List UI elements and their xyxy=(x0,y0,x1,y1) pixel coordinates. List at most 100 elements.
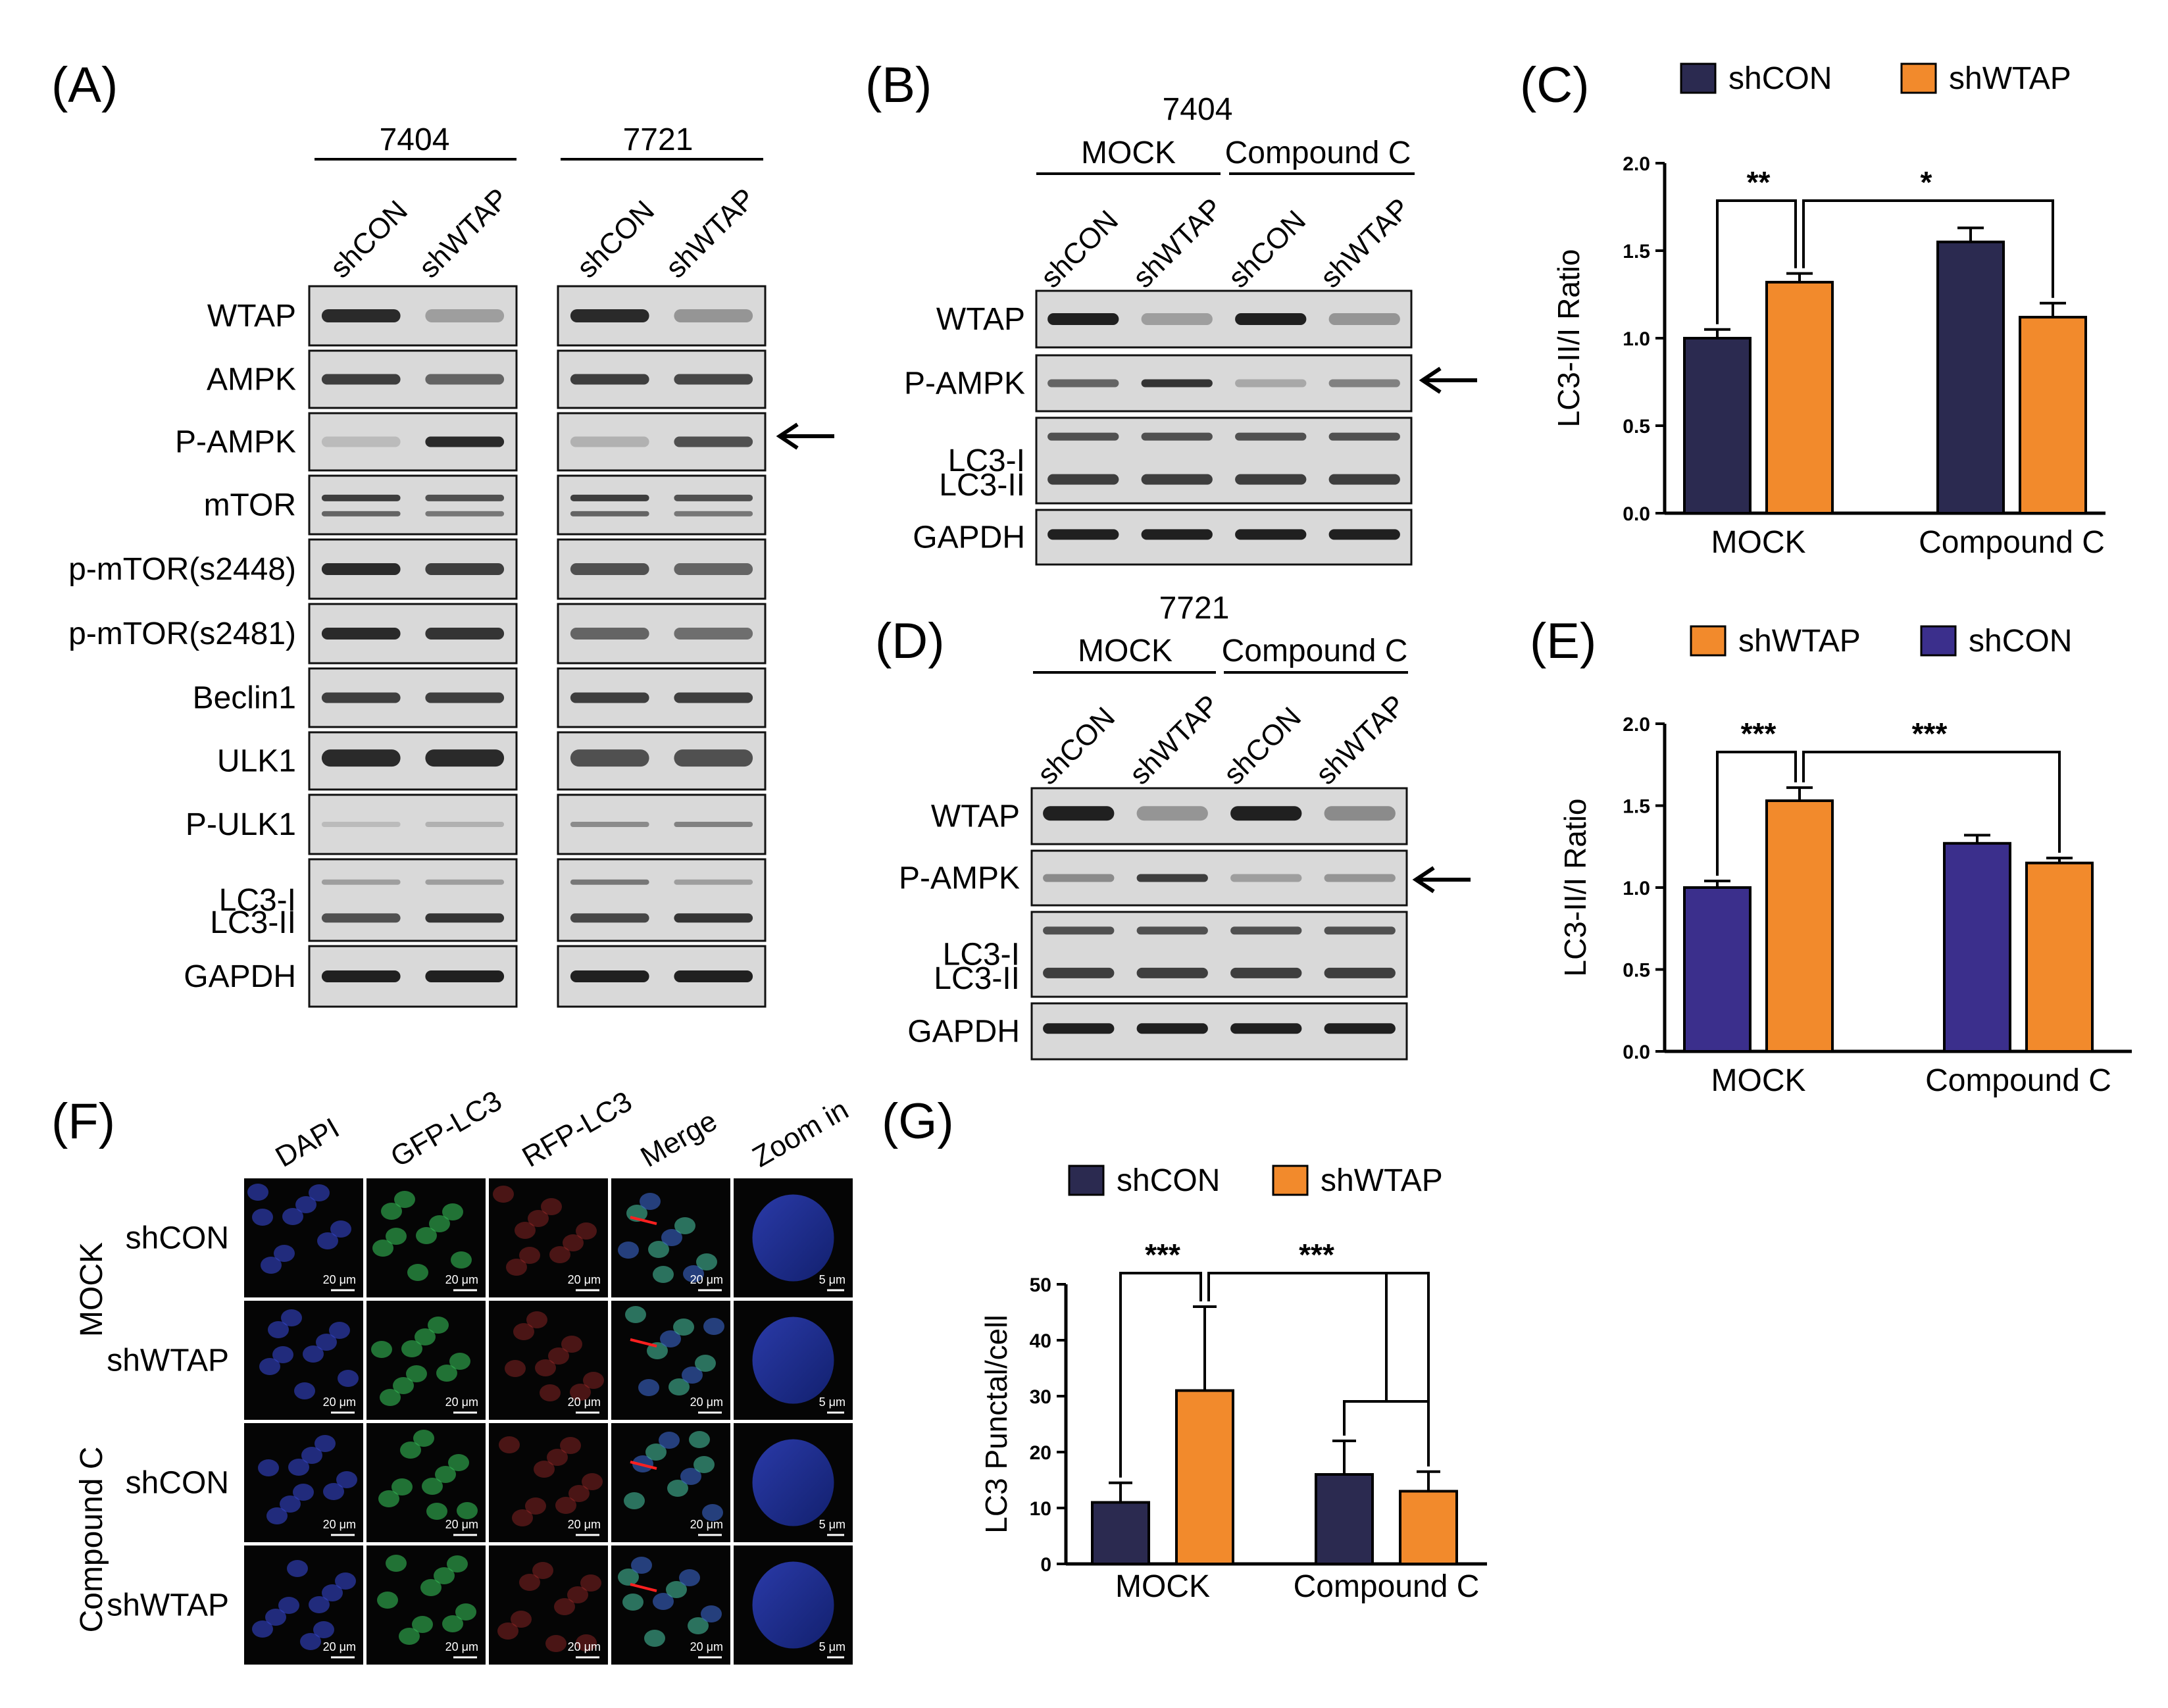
significance-bracket xyxy=(1119,1272,1202,1478)
band xyxy=(1328,474,1400,485)
y-tick-label: 0.5 xyxy=(1623,960,1650,982)
left-arrow-icon xyxy=(776,422,834,450)
cell xyxy=(272,1346,293,1363)
micrograph xyxy=(488,1544,609,1666)
cell xyxy=(315,1435,336,1452)
cell xyxy=(280,1495,301,1513)
band xyxy=(674,563,753,575)
blot-panel-a: WTAP AMPK P-AMPK mTOR p-mTOR(s2448) p-mTOR(s2… xyxy=(68,285,767,1008)
row-label: WTAP xyxy=(207,299,296,334)
band xyxy=(321,628,401,640)
column-label-dapi: DAPI xyxy=(270,1112,345,1174)
band xyxy=(1047,313,1119,325)
legend-swatch xyxy=(1920,625,1957,657)
band xyxy=(321,374,401,385)
cell xyxy=(659,1432,680,1449)
red-arrow-icon xyxy=(630,1216,657,1225)
cell xyxy=(436,1365,457,1382)
cell xyxy=(570,1384,591,1401)
cell xyxy=(422,1478,443,1495)
cell xyxy=(499,1436,520,1453)
cell xyxy=(258,1459,279,1476)
cell-line-7404: 7404 xyxy=(380,122,450,157)
band xyxy=(1230,1023,1302,1034)
cell xyxy=(295,1196,316,1213)
significance-bracket xyxy=(1802,199,2054,298)
cell xyxy=(413,1430,434,1447)
scale-bar-label: 20 μm xyxy=(690,1518,723,1531)
cell xyxy=(252,1620,273,1638)
band xyxy=(674,913,753,923)
cell xyxy=(702,1504,723,1521)
group-label-mock: MOCK xyxy=(74,1242,109,1337)
scale-bar-label: 5 μm xyxy=(819,1273,845,1286)
blot-strip xyxy=(557,474,767,536)
y-tick-label: 0 xyxy=(1040,1554,1051,1576)
cell xyxy=(378,1490,399,1507)
bar xyxy=(1315,1473,1374,1565)
cell xyxy=(693,1456,715,1473)
left-arrow-icon xyxy=(1419,366,1477,394)
band xyxy=(1230,806,1302,821)
cell xyxy=(519,1574,540,1591)
band xyxy=(1141,432,1213,441)
cell xyxy=(329,1322,350,1339)
significance-bracket xyxy=(1207,1272,1430,1467)
column-label-merge: Merge xyxy=(636,1105,723,1174)
significance-bracket xyxy=(1343,1400,1430,1467)
bar xyxy=(1683,886,1752,1053)
significance-bracket xyxy=(1716,199,1797,324)
band xyxy=(674,628,753,640)
cell xyxy=(416,1227,437,1244)
bar xyxy=(1091,1501,1150,1565)
cell xyxy=(313,1621,334,1638)
row-label: GAPDH xyxy=(184,959,296,994)
band xyxy=(1235,313,1307,325)
cell xyxy=(434,1567,455,1584)
blot-strip xyxy=(1035,416,1413,505)
cell xyxy=(381,1203,402,1220)
significance-bracket xyxy=(1716,751,1797,876)
cell xyxy=(511,1611,532,1628)
band xyxy=(570,628,649,640)
cell xyxy=(644,1630,665,1647)
legend-label: shCON xyxy=(1969,624,2072,659)
cell xyxy=(336,1471,357,1488)
cell xyxy=(442,1615,463,1632)
band xyxy=(1235,529,1307,540)
band xyxy=(1043,1023,1115,1034)
panel-label-d: (D) xyxy=(875,613,945,669)
band xyxy=(674,970,753,982)
band xyxy=(570,436,649,447)
cell xyxy=(673,1319,694,1336)
x-category-label: MOCK xyxy=(1711,525,1806,560)
band xyxy=(674,511,753,516)
row-label: P-AMPK xyxy=(904,366,1025,401)
lane-label-shwtap: shWTAP xyxy=(413,182,515,284)
bar xyxy=(1936,240,2005,515)
band xyxy=(1324,874,1396,882)
cell xyxy=(622,1594,643,1611)
blot-strip xyxy=(308,474,518,536)
band xyxy=(321,436,401,447)
band xyxy=(1136,967,1208,978)
legend-label: shWTAP xyxy=(1738,624,1861,659)
panel-d: 7721 MOCK Compound C shCON shWTAP shCON … xyxy=(899,591,1471,1061)
legend-label: shCON xyxy=(1728,61,1832,96)
band xyxy=(674,879,753,885)
significance-bracket xyxy=(1802,751,2061,853)
blot-strip xyxy=(308,858,518,942)
significance-marker: *** xyxy=(1299,1238,1334,1272)
band xyxy=(321,879,401,885)
cell xyxy=(412,1616,433,1633)
cell xyxy=(415,1328,436,1345)
cell xyxy=(493,1186,514,1203)
cell xyxy=(316,1334,337,1351)
cell xyxy=(618,1242,639,1259)
row-label: P-AMPK xyxy=(899,861,1020,896)
band xyxy=(570,879,649,885)
cell xyxy=(406,1365,427,1382)
cell xyxy=(525,1497,546,1515)
cell xyxy=(695,1355,716,1372)
